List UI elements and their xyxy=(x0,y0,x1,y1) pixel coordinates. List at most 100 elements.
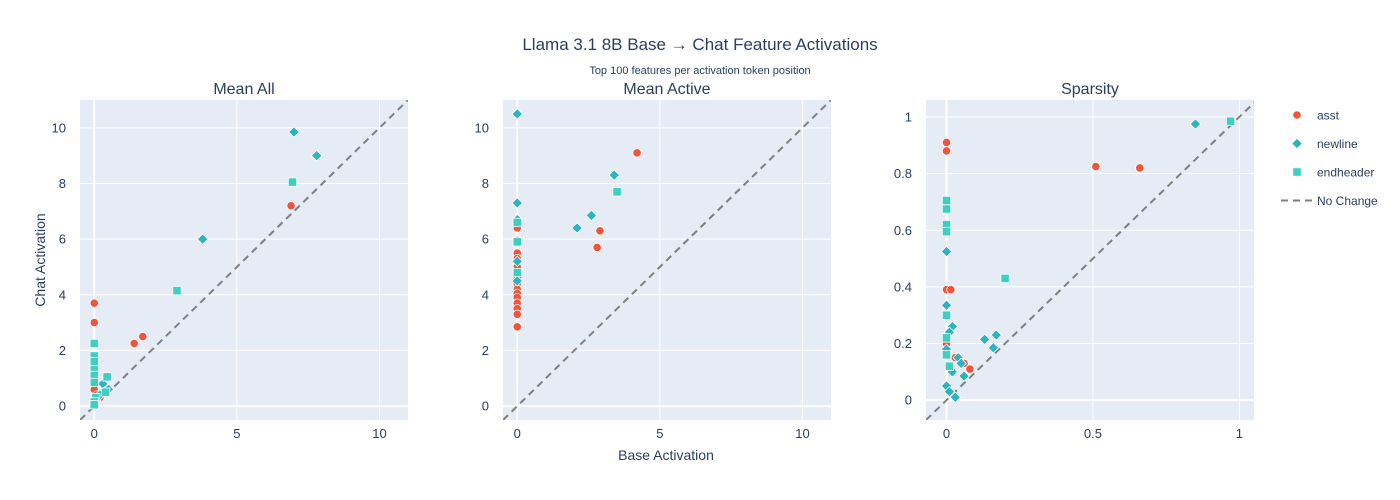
data-point-endheader xyxy=(512,237,522,247)
subplot-title: Sparsity xyxy=(1061,81,1119,98)
data-point-endheader xyxy=(941,227,952,237)
legend-swatch xyxy=(1292,110,1302,120)
y-tick-label: 2 xyxy=(482,343,489,358)
y-tick-label: 6 xyxy=(482,232,489,247)
data-point-newline xyxy=(978,333,991,346)
x-tick-label: 10 xyxy=(372,426,386,441)
data-point-endheader xyxy=(89,377,99,388)
data-point-endheader xyxy=(102,372,112,382)
data-point-newline xyxy=(511,108,524,120)
data-point-asst xyxy=(89,318,99,328)
data-point-endheader xyxy=(512,217,522,228)
data-point-asst xyxy=(512,322,522,332)
data-point-asst xyxy=(1091,161,1101,172)
data-point-endheader xyxy=(101,387,111,397)
y-tick-label: 0.8 xyxy=(894,166,912,181)
series-endheader xyxy=(941,116,1236,371)
series-endheader xyxy=(512,187,622,278)
data-point-endheader xyxy=(1000,273,1010,284)
no-change-line xyxy=(503,100,831,420)
legend-label: endheader xyxy=(1317,166,1374,180)
data-point-newline xyxy=(940,245,953,258)
data-point-newline xyxy=(940,299,953,312)
subplot-2: 0 0.5 1 0 0.2 0.4 0.6 0.8 1 Sparsity xyxy=(894,81,1254,441)
data-point-endheader xyxy=(941,204,952,214)
y-tick-label: 8 xyxy=(59,176,66,191)
y-tick-label: 8 xyxy=(482,176,489,191)
legend: asst newline endheader No Change xyxy=(1281,109,1378,208)
data-point-newline xyxy=(511,255,524,268)
data-point-newline xyxy=(958,370,970,382)
subplot-title: Mean Active xyxy=(623,81,710,98)
data-point-newline xyxy=(608,169,621,181)
x-tick-label: 5 xyxy=(233,426,240,441)
data-point-newline xyxy=(987,342,1000,354)
x-tick-label: 0.5 xyxy=(1084,426,1102,441)
legend-item-newline[interactable]: newline xyxy=(1291,137,1358,151)
y-tick-label: 0.4 xyxy=(894,279,912,294)
y-tick-label: 4 xyxy=(59,287,66,302)
x-axis-title: Base Activation xyxy=(618,447,714,463)
data-point-newline xyxy=(1189,118,1202,130)
y-tick-label: 1 xyxy=(905,109,912,124)
data-point-newline xyxy=(571,222,583,234)
y-tick-label: 0 xyxy=(905,393,912,408)
data-point-newline xyxy=(511,275,524,287)
data-point-asst xyxy=(965,364,975,374)
data-point-endheader xyxy=(89,400,99,410)
y-tick-label: 2 xyxy=(59,343,66,358)
data-point-newline xyxy=(990,329,1003,341)
x-tick-label: 0 xyxy=(514,426,521,441)
y-tick-label: 0 xyxy=(482,399,489,414)
data-point-endheader xyxy=(1225,116,1236,126)
legend-item-no-change[interactable]: No Change xyxy=(1281,194,1378,208)
data-point-endheader xyxy=(941,310,952,320)
subplot-0: 0 5 10 0 2 4 6 8 10 Mean All xyxy=(52,81,408,441)
series-endheader xyxy=(89,177,298,410)
chart-subtitle: Top 100 features per activation token po… xyxy=(589,65,810,77)
subplot-1: 0 5 10 0 2 4 6 8 10 Mean Active xyxy=(475,81,831,441)
y-tick-label: 10 xyxy=(52,120,66,135)
data-point-endheader xyxy=(287,177,298,187)
data-point-asst xyxy=(941,146,952,156)
x-tick-label: 10 xyxy=(795,426,809,441)
data-point-endheader xyxy=(941,195,952,206)
subplot-title: Mean All xyxy=(213,81,274,98)
data-point-asst xyxy=(286,201,296,211)
y-tick-label: 6 xyxy=(59,232,66,247)
data-point-newline xyxy=(511,197,524,209)
x-tick-label: 0 xyxy=(943,426,950,441)
legend-label: newline xyxy=(1317,137,1358,151)
legend-label: asst xyxy=(1317,109,1340,123)
x-tick-label: 0 xyxy=(91,426,98,441)
data-point-asst xyxy=(129,338,139,349)
chart-title: Llama 3.1 8B Base → Chat Feature Activat… xyxy=(522,35,877,54)
y-tick-label: 10 xyxy=(475,120,489,135)
data-point-endheader xyxy=(89,338,99,349)
data-point-asst xyxy=(941,137,952,148)
data-point-newline xyxy=(943,385,956,398)
y-tick-label: 0.2 xyxy=(894,336,912,351)
legend-swatch xyxy=(1291,137,1303,150)
data-point-newline xyxy=(949,391,962,404)
data-point-asst xyxy=(512,309,522,319)
data-point-endheader xyxy=(172,286,182,296)
data-point-asst xyxy=(138,331,148,342)
data-point-endheader xyxy=(612,187,622,197)
data-point-endheader xyxy=(944,361,955,371)
data-point-newline xyxy=(955,357,967,370)
legend-item-asst[interactable]: asst xyxy=(1292,109,1340,123)
data-point-newline xyxy=(196,233,209,245)
data-point-newline xyxy=(585,209,598,222)
y-tick-label: 4 xyxy=(482,287,489,302)
data-point-asst xyxy=(89,298,99,308)
data-point-asst xyxy=(592,242,602,253)
data-point-asst xyxy=(632,148,642,158)
y-tick-label: 0 xyxy=(59,399,66,414)
legend-item-endheader[interactable]: endheader xyxy=(1292,166,1375,180)
data-point-endheader xyxy=(89,356,99,367)
data-point-endheader xyxy=(941,350,952,360)
data-point-asst xyxy=(946,285,956,295)
data-point-endheader xyxy=(512,267,522,278)
